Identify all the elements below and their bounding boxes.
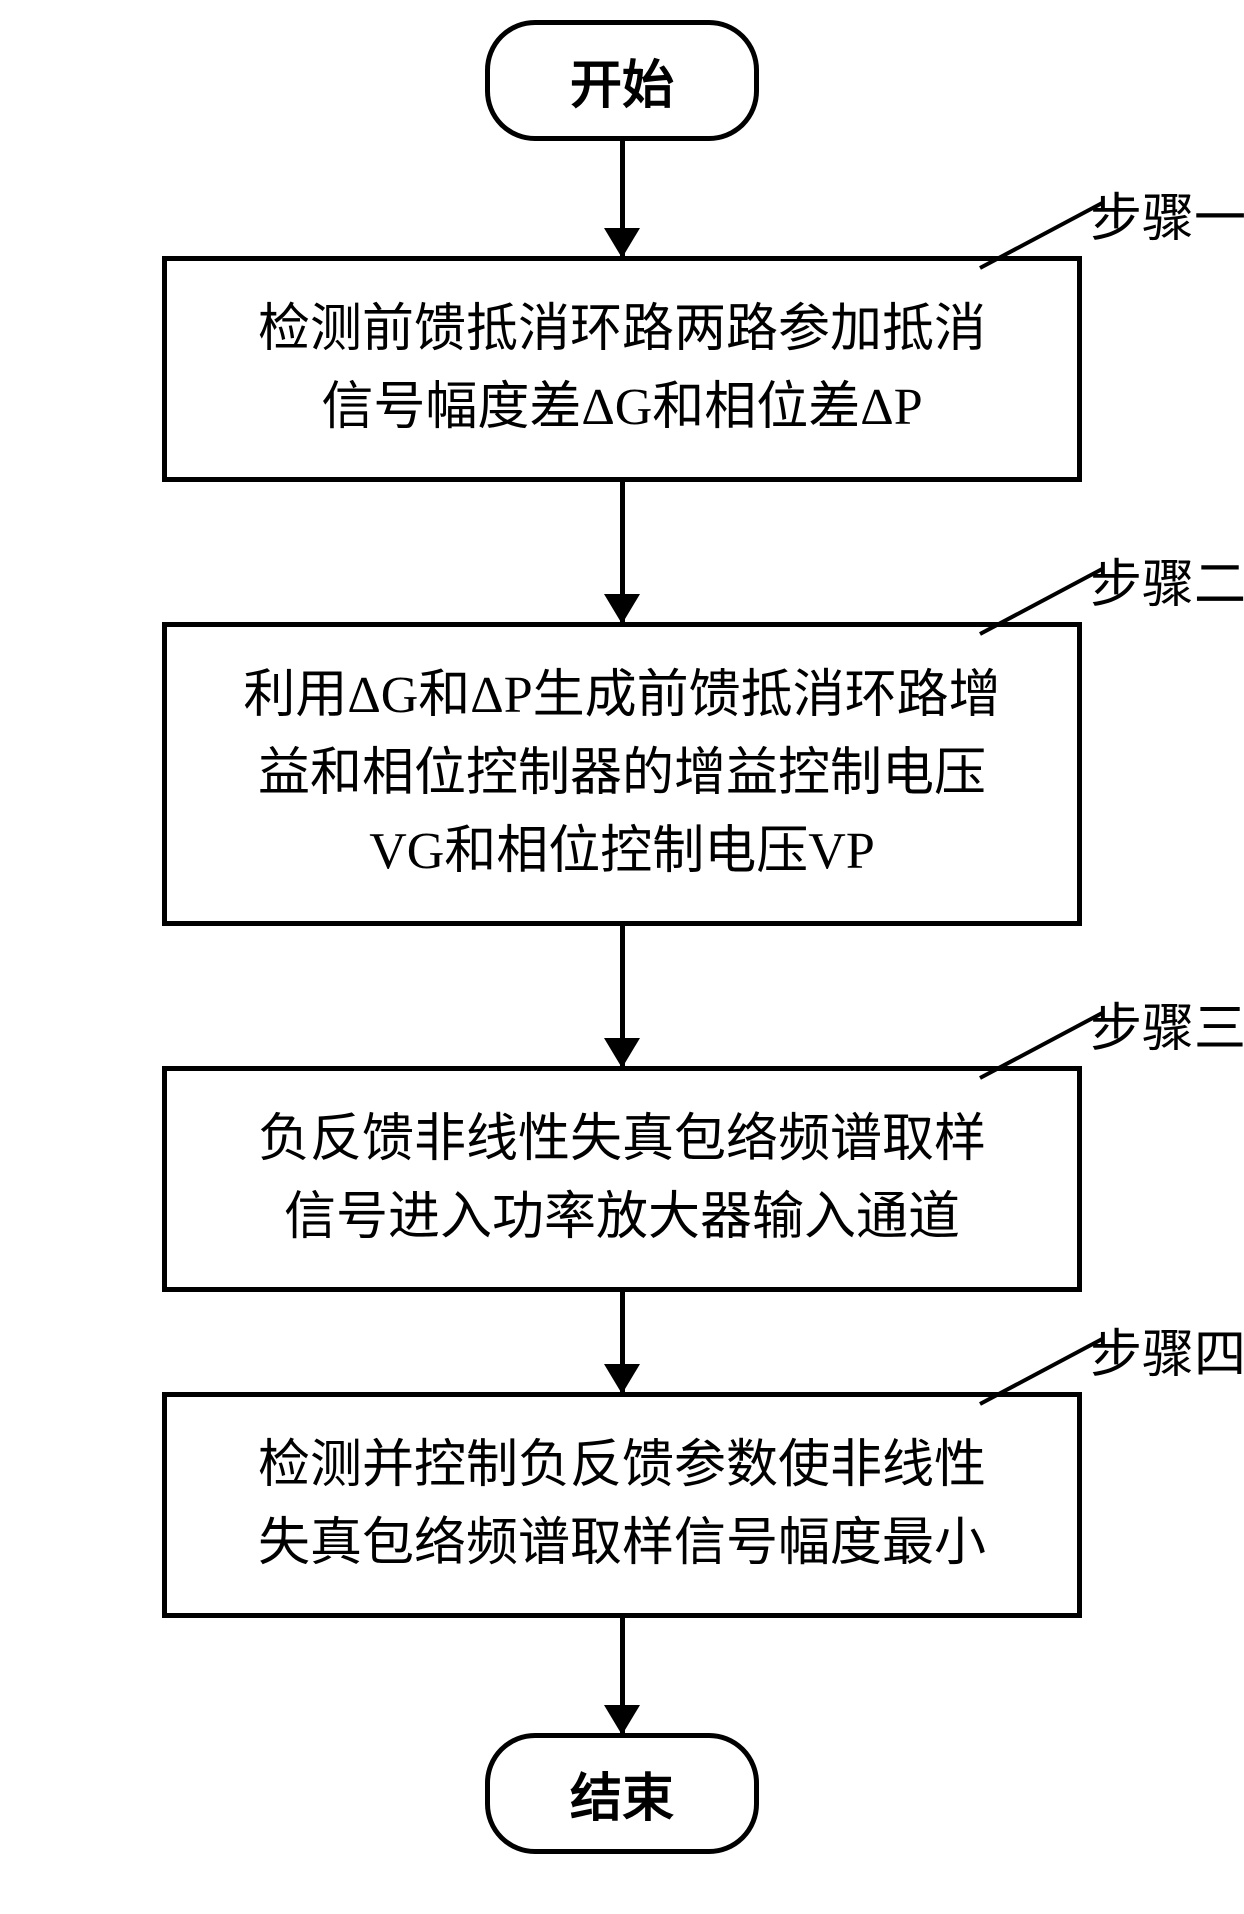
step2-line2: 益和相位控制器的增益控制电压 [197, 735, 1047, 813]
step3-wrap: 负反馈非线性失真包络频谱取样 信号进入功率放大器输入通道 步骤三 [80, 1066, 1164, 1292]
step1-line1: 检测前馈抵消环路两路参加抵消 [197, 291, 1047, 369]
arrow-4-to-end [620, 1618, 625, 1733]
step2-line1: 利用ΔG和ΔP生成前馈抵消环路增 [197, 657, 1047, 735]
step2-process: 利用ΔG和ΔP生成前馈抵消环路增 益和相位控制器的增益控制电压 VG和相位控制电… [162, 622, 1082, 926]
step4-process: 检测并控制负反馈参数使非线性 失真包络频谱取样信号幅度最小 [162, 1392, 1082, 1618]
step4-line1: 检测并控制负反馈参数使非线性 [197, 1427, 1047, 1505]
step3-line2: 信号进入功率放大器输入通道 [197, 1179, 1047, 1257]
end-node-wrap: 结束 [80, 1733, 1164, 1854]
step4-label: 步骤四 [1090, 1312, 1244, 1387]
step1-line2: 信号幅度差ΔG和相位差ΔP [197, 369, 1047, 447]
step1-wrap: 检测前馈抵消环路两路参加抵消 信号幅度差ΔG和相位差ΔP 步骤一 [80, 256, 1164, 482]
arrow-2-to-3 [620, 926, 625, 1066]
step3-line1: 负反馈非线性失真包络频谱取样 [197, 1101, 1047, 1179]
start-terminal: 开始 [485, 20, 759, 141]
step2-wrap: 利用ΔG和ΔP生成前馈抵消环路增 益和相位控制器的增益控制电压 VG和相位控制电… [80, 622, 1164, 926]
step2-line3: VG和相位控制电压VP [197, 813, 1047, 891]
step1-process: 检测前馈抵消环路两路参加抵消 信号幅度差ΔG和相位差ΔP [162, 256, 1082, 482]
step3-process: 负反馈非线性失真包络频谱取样 信号进入功率放大器输入通道 [162, 1066, 1082, 1292]
arrow-3-to-4 [620, 1292, 625, 1392]
flowchart-container: 开始 检测前馈抵消环路两路参加抵消 信号幅度差ΔG和相位差ΔP 步骤一 利用ΔG… [80, 20, 1164, 1854]
step1-label: 步骤一 [1090, 176, 1244, 251]
step4-wrap: 检测并控制负反馈参数使非线性 失真包络频谱取样信号幅度最小 步骤四 [80, 1392, 1164, 1618]
arrow-start-to-1 [620, 141, 625, 256]
start-label: 开始 [570, 58, 674, 115]
end-terminal: 结束 [485, 1733, 759, 1854]
step4-line2: 失真包络频谱取样信号幅度最小 [197, 1505, 1047, 1583]
start-node-wrap: 开始 [80, 20, 1164, 141]
end-label: 结束 [570, 1771, 674, 1828]
step2-label: 步骤二 [1090, 542, 1244, 617]
step3-label: 步骤三 [1090, 986, 1244, 1061]
arrow-1-to-2 [620, 482, 625, 622]
